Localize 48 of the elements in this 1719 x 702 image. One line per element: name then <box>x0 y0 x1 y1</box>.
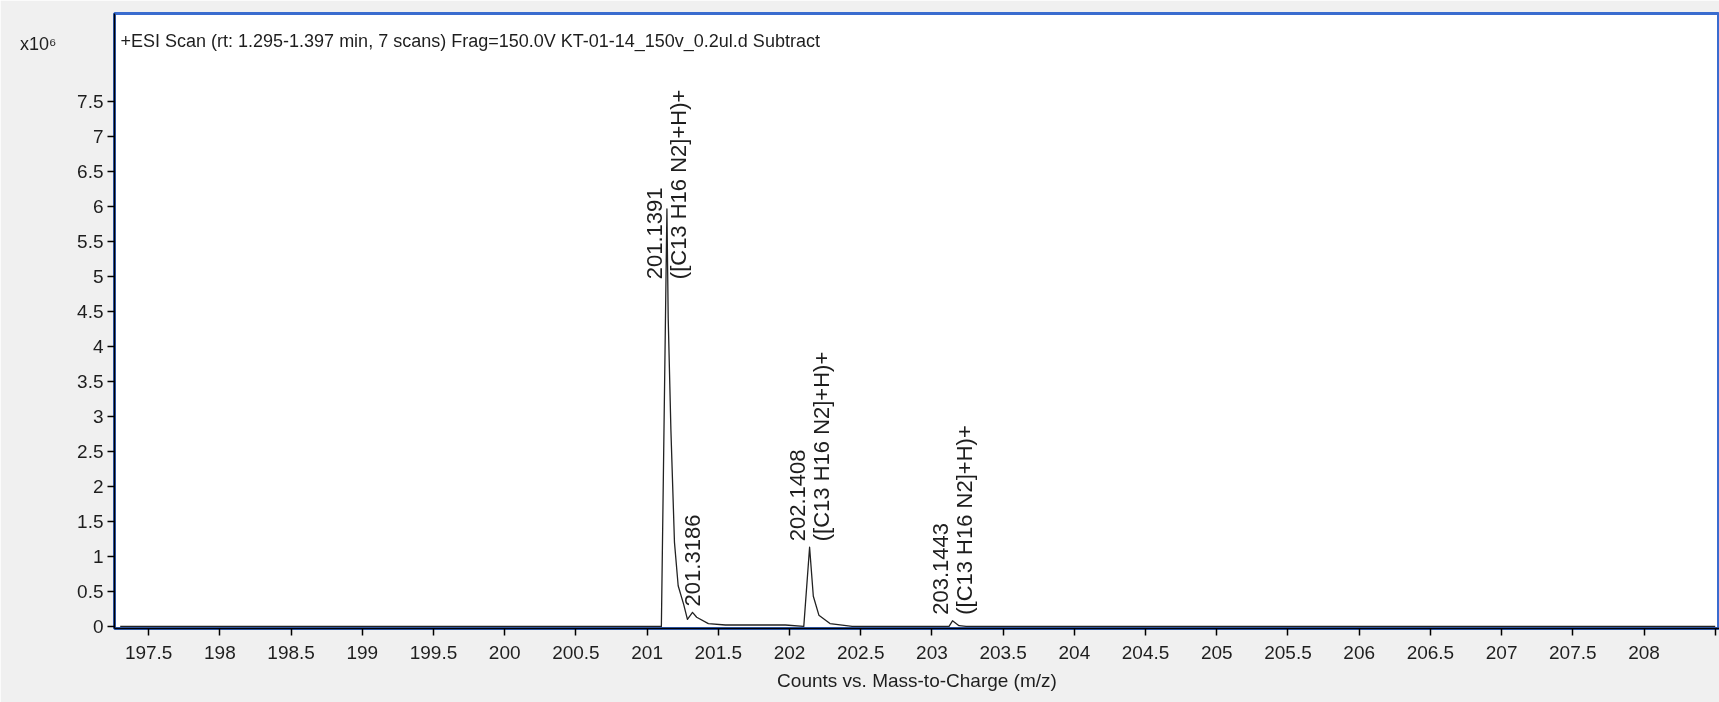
annotation: ([C13 H16 N2]+H)+ <box>809 351 835 542</box>
y-tick-label: 2 <box>92 475 104 497</box>
y-tick-label: 4.5 <box>77 300 104 322</box>
x-tick-label: 199 <box>346 641 379 663</box>
x-tick-label: 208 <box>1628 641 1660 663</box>
x-tick-label: 202 <box>773 641 806 663</box>
y-tick-label: 1.5 <box>77 510 104 532</box>
x-tick-label: 198.5 <box>267 641 315 663</box>
y-tick-label: 1 <box>92 545 104 567</box>
y-tick-label: 7.5 <box>77 90 104 112</box>
y-axis-title: x10⁶ <box>20 33 57 54</box>
y-tick-label: 4 <box>92 335 104 357</box>
x-tick-label: 203.5 <box>979 641 1027 663</box>
y-tick-label: 5 <box>92 265 104 287</box>
annotation: ([C13 H16 N2]+H)+ <box>952 425 977 615</box>
x-tick-label: 203 <box>916 641 948 663</box>
x-tick-label: 198 <box>204 641 236 663</box>
x-tick-label: 207.5 <box>1549 641 1597 663</box>
x-tick-label: 205 <box>1200 641 1233 663</box>
x-tick-label: 200.5 <box>552 641 600 663</box>
y-tick-label: 0.5 <box>77 580 104 602</box>
y-tick-label: 5.5 <box>77 230 104 252</box>
x-tick-label: 201 <box>631 641 663 663</box>
x-tick-label: 206 <box>1343 641 1376 663</box>
x-tick-label: 199.5 <box>409 641 458 663</box>
x-tick-label: 206.5 <box>1406 641 1455 663</box>
annotation: 203.1443 <box>928 523 953 615</box>
text: +ESI Scan (rt: 1.295-1.397 min, 7 scans) Frag=150.0V KT-01-14_150v_0.2ul.d Subtract <box>120 30 820 52</box>
annotation: 201.3186 <box>680 514 705 607</box>
x-tick-label: 200 <box>488 641 521 663</box>
y-tick-label: 0 <box>92 615 104 637</box>
y-tick-label: 6 <box>92 195 104 217</box>
annotation: 201.1391 <box>642 187 668 280</box>
annotation: 202.1408 <box>785 449 811 542</box>
y-tick-label: 3.5 <box>77 370 104 392</box>
y-tick-label: 2.5 <box>77 440 104 462</box>
y-tick-label: 7 <box>92 125 104 147</box>
x-tick-label: 201.5 <box>694 641 743 663</box>
y-tick-label: 6.5 <box>77 160 104 182</box>
x-tick-label: 205.5 <box>1264 641 1312 663</box>
x-tick-label: 204.5 <box>1121 641 1170 663</box>
x-axis-title: Counts vs. Mass-to-Charge (m/z) <box>777 669 1057 691</box>
x-tick-label: 202.5 <box>836 641 885 663</box>
x-tick-label: 204 <box>1058 641 1091 663</box>
y-tick-label: 3 <box>92 405 104 427</box>
x-tick-label: 207 <box>1485 641 1518 663</box>
annotation: ([C13 H16 N2]+H)+ <box>666 89 692 280</box>
x-tick-label: 197.5 <box>124 641 173 663</box>
